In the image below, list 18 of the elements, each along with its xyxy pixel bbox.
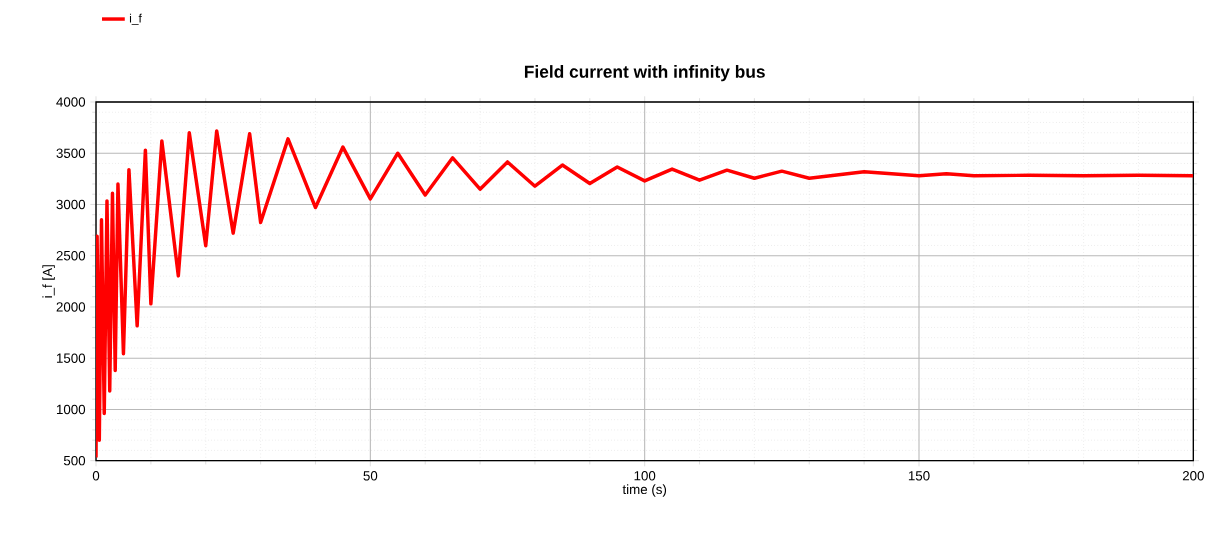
x-axis-title: time (s) (622, 484, 667, 497)
y-tick-label: 3500 (56, 148, 86, 158)
x-tick-label: 50 (363, 471, 378, 481)
x-tick-label: 150 (908, 471, 930, 481)
y-axis-title: i_f [A] (42, 265, 55, 298)
y-tick-label: 1000 (56, 404, 86, 415)
legend-label: i_f (129, 13, 142, 25)
line-series (96, 129, 1194, 460)
x-tick-label: 0 (92, 471, 100, 481)
y-tick-label: 1500 (56, 353, 86, 363)
y-tick-label: 2500 (56, 250, 86, 261)
x-tick-label: 200 (1182, 471, 1204, 481)
y-tick-label: 3000 (56, 199, 86, 210)
y-tick-label: 500 (63, 455, 86, 466)
x-tick-label: 100 (634, 471, 656, 481)
y-tick-label: 4000 (56, 97, 86, 107)
chart-title: Field current with infinity bus (524, 65, 765, 82)
y-tick-label: 2000 (56, 302, 86, 312)
